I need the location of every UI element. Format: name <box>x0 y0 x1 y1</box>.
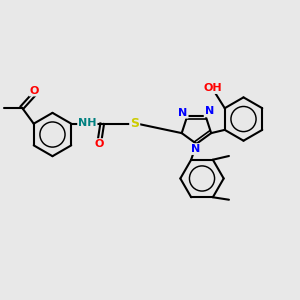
Text: S: S <box>130 117 139 130</box>
Text: OH: OH <box>204 83 222 93</box>
Text: O: O <box>94 139 104 149</box>
Text: N: N <box>178 108 188 118</box>
Text: N: N <box>191 144 200 154</box>
Text: N: N <box>205 106 214 116</box>
Text: O: O <box>30 85 39 96</box>
Text: NH: NH <box>78 118 97 128</box>
